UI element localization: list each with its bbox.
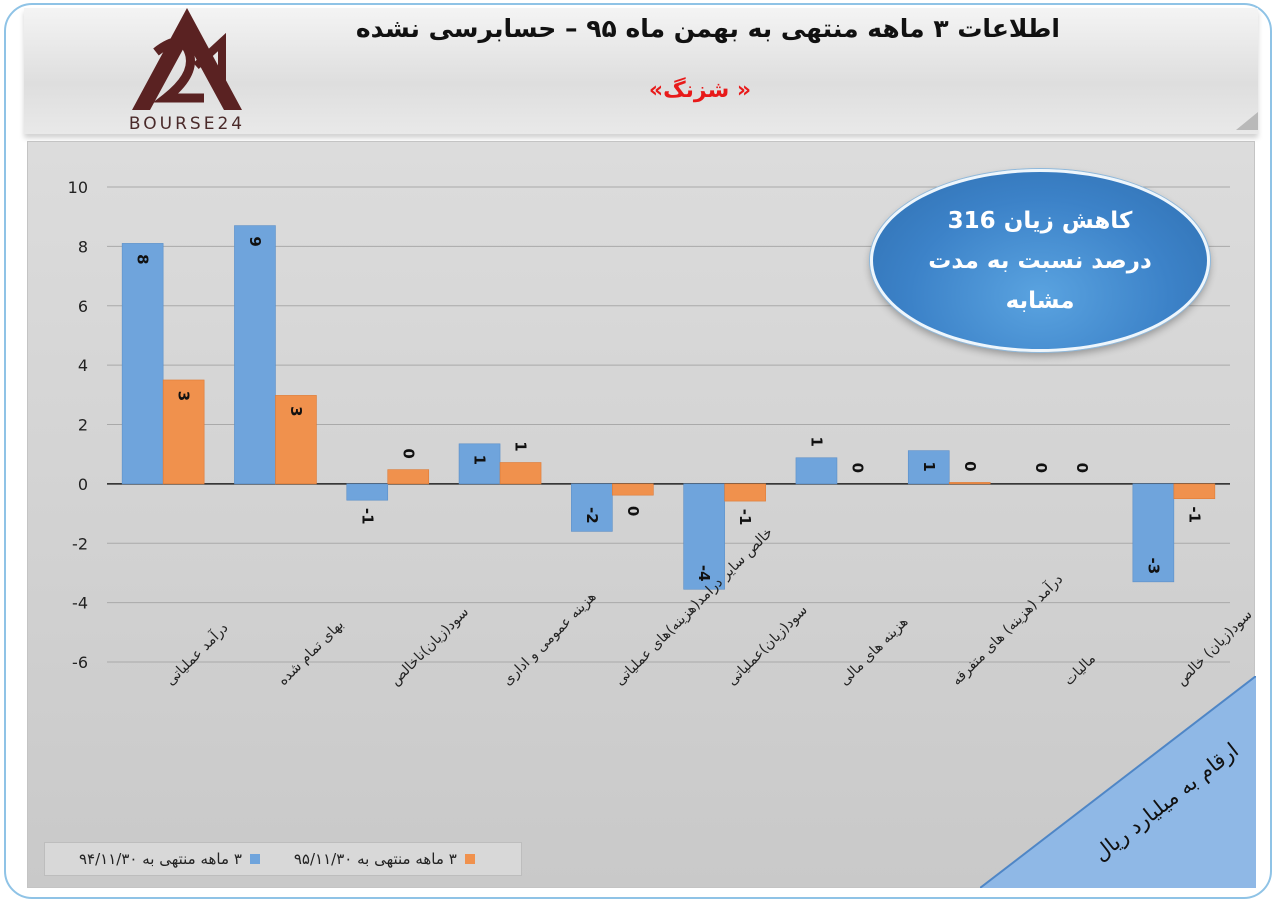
bar-series-1 bbox=[121, 243, 164, 485]
header-fold bbox=[1236, 112, 1258, 130]
bar-series-2 bbox=[499, 462, 542, 485]
logo-text: BOURSE24 bbox=[128, 114, 246, 134]
bar-series-2 bbox=[1173, 483, 1216, 500]
y-tick-label: -6 bbox=[72, 653, 88, 672]
category-label: درآمد (هزینه) های متفرقه bbox=[948, 571, 1066, 689]
data-label: 3 bbox=[287, 406, 305, 416]
y-tick-label: -2 bbox=[72, 534, 88, 553]
header-band bbox=[24, 8, 1258, 134]
y-tick-label: 0 bbox=[78, 475, 88, 494]
data-label: -1 bbox=[736, 509, 754, 526]
bar-series-1 bbox=[346, 483, 389, 501]
bar-series-2 bbox=[275, 395, 317, 485]
outer-frame bbox=[4, 3, 1272, 899]
bar-series-1 bbox=[907, 450, 950, 485]
legend-label-series-2: ۳ ماهه منتهی به ۹۵/۱۱/۳۰ bbox=[293, 850, 457, 868]
bar-series-1 bbox=[795, 457, 838, 485]
data-label: 8 bbox=[134, 254, 152, 264]
legend-swatch-series-2 bbox=[464, 854, 475, 864]
page-title: اطلاعات ۳ ماهه منتهی به بهمن ماه ۹۵ – حس… bbox=[355, 14, 1060, 43]
category-label: سود(زیان)ناخالص bbox=[387, 604, 472, 689]
data-label: 0 bbox=[848, 463, 866, 473]
data-label: 1 bbox=[807, 437, 825, 447]
category-label: بهای تمام شده bbox=[275, 617, 347, 689]
data-label: -4 bbox=[695, 565, 713, 582]
data-label: -2 bbox=[583, 507, 601, 524]
callout-line-3: مشابه bbox=[1005, 287, 1075, 314]
chart-legend: ۳ ماهه منتهی به ۹۵/۱۱/۳۰ ۳ ماهه منتهی به… bbox=[44, 842, 522, 876]
bar-series-2 bbox=[948, 482, 991, 485]
y-tick-label: 2 bbox=[78, 416, 88, 435]
data-label: 0 bbox=[624, 506, 642, 516]
data-label: 0 bbox=[1032, 463, 1050, 473]
y-tick-label: 6 bbox=[78, 297, 88, 316]
data-label: 0 bbox=[399, 448, 417, 458]
data-label: 0 bbox=[1073, 463, 1091, 473]
callout-line-1: کاهش زیان 316 bbox=[947, 207, 1133, 234]
y-tick-label: 4 bbox=[78, 356, 88, 375]
data-label: 1 bbox=[920, 461, 938, 471]
data-label: -1 bbox=[358, 508, 376, 525]
data-label: 0 bbox=[961, 461, 979, 471]
logo-mark bbox=[132, 8, 242, 110]
bar-series-2 bbox=[724, 483, 766, 502]
category-label: هزینه عمومی و اداری bbox=[500, 589, 600, 689]
bar-series-1 bbox=[1132, 483, 1175, 583]
y-tick-label: 10 bbox=[68, 178, 88, 197]
legend-item-series-2: ۳ ماهه منتهی به ۹۵/۱۱/۳۰ bbox=[294, 850, 475, 868]
legend-swatch-series-1 bbox=[249, 854, 260, 864]
category-label: هزینه های مالی bbox=[836, 614, 911, 689]
callout-line-2: درصد نسبت به مدت bbox=[928, 247, 1152, 274]
bar-series-2 bbox=[612, 483, 654, 496]
units-note-border bbox=[980, 676, 1256, 888]
bar-series-2 bbox=[162, 379, 205, 485]
data-label: -1 bbox=[1185, 506, 1203, 523]
bar-series-1 bbox=[458, 443, 501, 485]
data-label: 3 bbox=[175, 391, 193, 401]
company-name: « شزنگ» bbox=[648, 78, 752, 103]
data-label: 1 bbox=[471, 455, 489, 465]
bar-series-1 bbox=[571, 483, 613, 532]
data-label: 1 bbox=[512, 441, 530, 451]
category-label: سود(زیان)عملیاتی bbox=[724, 602, 811, 689]
data-label: -3 bbox=[1144, 558, 1162, 575]
data-label: 9 bbox=[246, 236, 264, 246]
legend-item-series-1: ۳ ماهه منتهی به ۹۴/۱۱/۳۰ bbox=[79, 850, 260, 868]
bar-series-2 bbox=[387, 469, 430, 485]
legend-label-series-1: ۳ ماهه منتهی به ۹۴/۱۱/۳۰ bbox=[79, 850, 242, 868]
y-tick-label: 8 bbox=[78, 237, 88, 256]
category-label: درآمد عملیاتی bbox=[162, 619, 232, 689]
bar-series-1 bbox=[683, 483, 725, 590]
bar-series-1 bbox=[234, 225, 276, 485]
y-tick-label: -4 bbox=[72, 594, 88, 613]
callout-bubble: کاهش زیان 316 درصد نسبت به مدت مشابه bbox=[870, 169, 1210, 352]
